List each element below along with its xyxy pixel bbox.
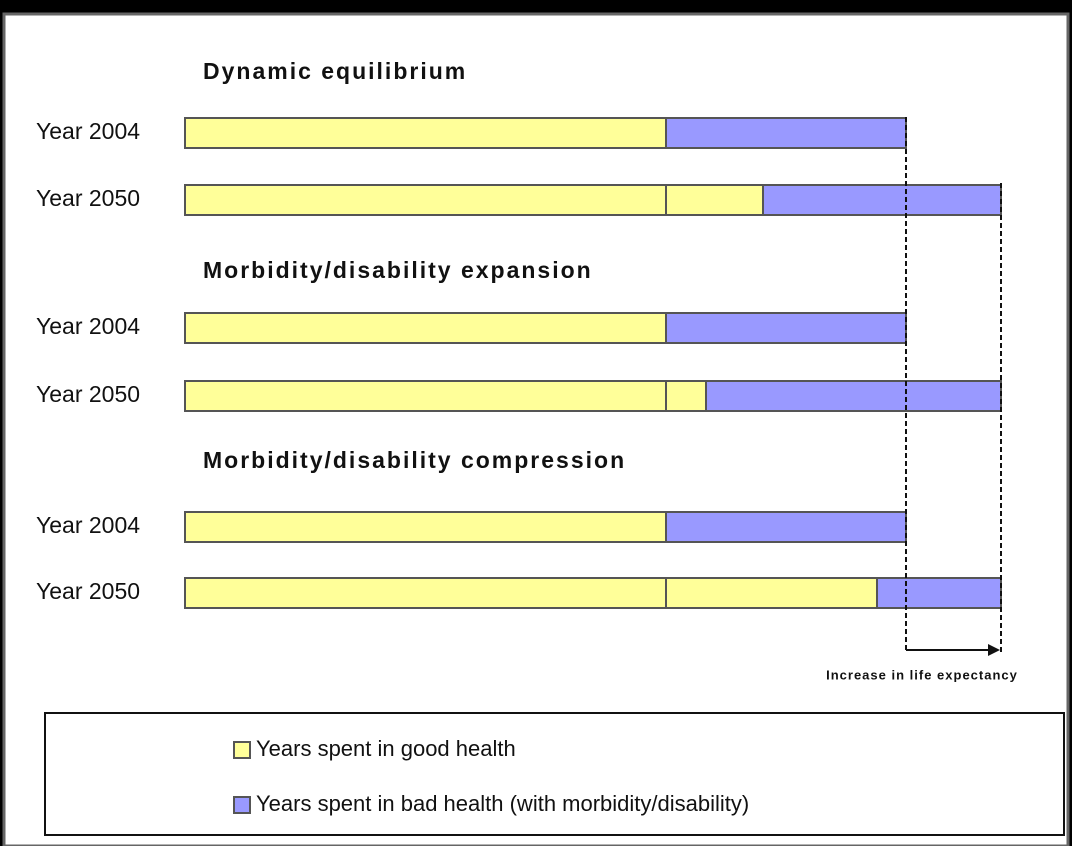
- legend-swatch: [233, 796, 251, 814]
- bar-bad: [665, 117, 907, 149]
- bar-good: [184, 577, 878, 609]
- legend-label: Years spent in bad health (with morbidit…: [256, 791, 749, 816]
- legend-box: [44, 712, 1065, 836]
- group-title: Morbidity/disability compression: [203, 447, 626, 473]
- bar-good: [184, 380, 707, 412]
- bar-bad: [876, 577, 1002, 609]
- arrow-head: [988, 644, 1000, 656]
- row-label: Year 2004: [36, 512, 140, 538]
- bar-good: [184, 117, 667, 149]
- bar-good: [184, 184, 764, 216]
- row-label: Year 2050: [36, 185, 140, 211]
- bar-good: [184, 511, 667, 543]
- annotation: Increase in life expectancy: [826, 667, 1018, 682]
- legend-swatch: [233, 741, 251, 759]
- row-label: Year 2050: [36, 578, 140, 604]
- row-label: Year 2004: [36, 313, 140, 339]
- row-label: Year 2004: [36, 118, 140, 144]
- group-title: Dynamic equilibrium: [203, 58, 467, 84]
- bar-bad: [705, 380, 1002, 412]
- bar-good: [184, 312, 667, 344]
- bar-bad: [665, 312, 907, 344]
- legend-label: Years spent in good health: [256, 736, 516, 761]
- group-title: Morbidity/disability expansion: [203, 257, 593, 283]
- row-label: Year 2050: [36, 381, 140, 407]
- bar-bad: [762, 184, 1002, 216]
- frame: [2, 12, 1070, 846]
- bar-bad: [665, 511, 907, 543]
